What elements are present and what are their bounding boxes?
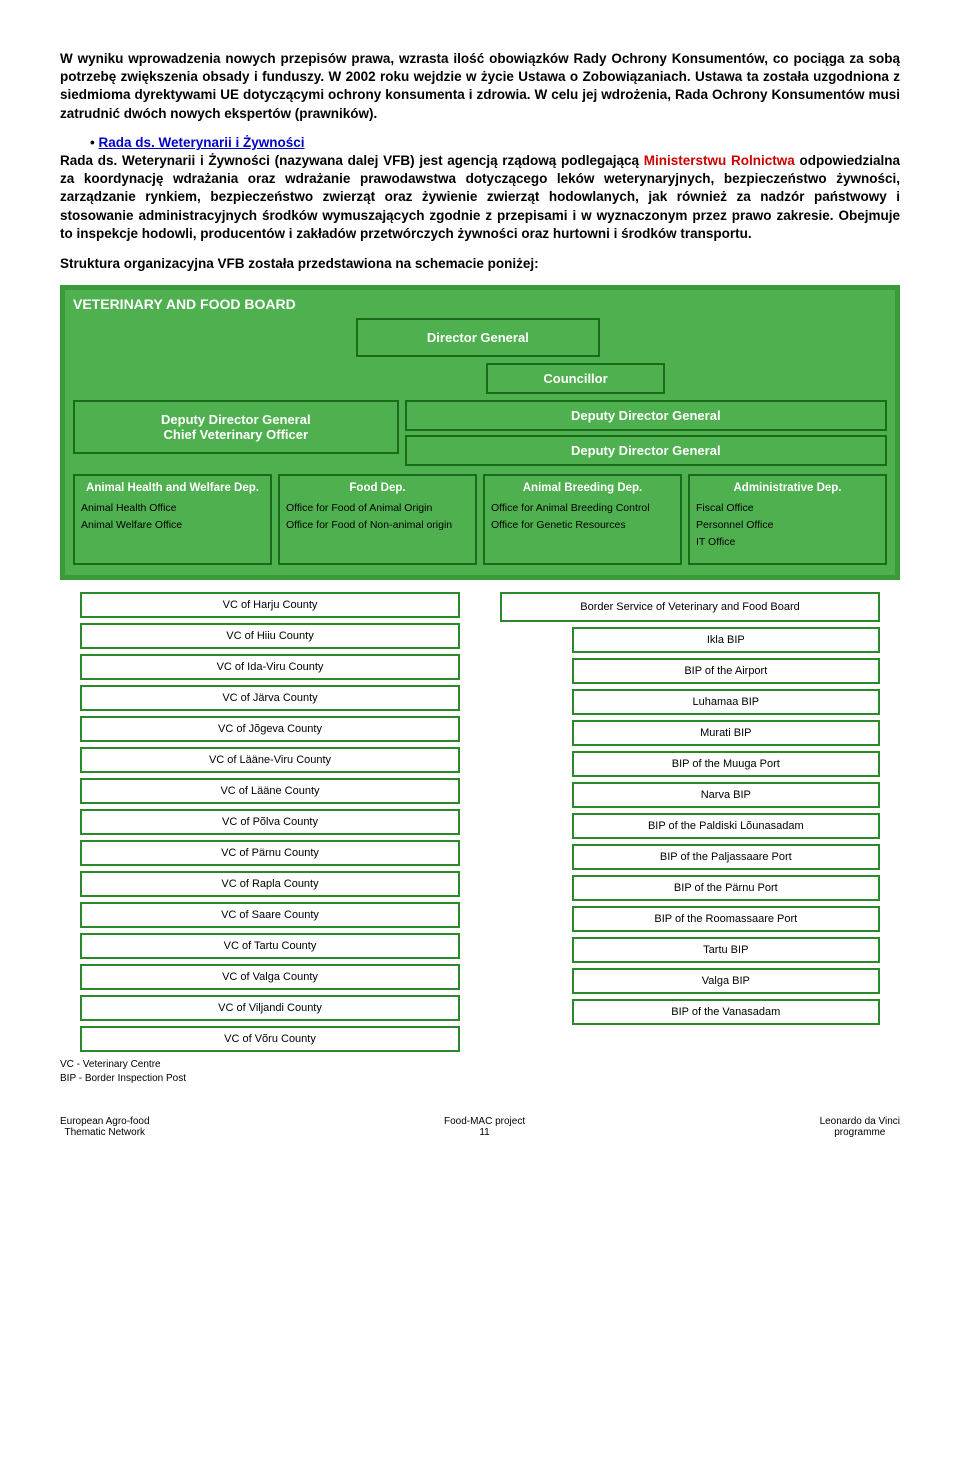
chart-title: VETERINARY AND FOOD BOARD [73, 296, 887, 312]
bip-box: BIP of the Roomassaare Port [572, 906, 880, 932]
bip-box: BIP of the Paljassaare Port [572, 844, 880, 870]
dept-title: Administrative Dep. [696, 482, 879, 494]
bullet-link[interactable]: Rada ds. Weterynarii i Żywności [98, 135, 304, 150]
paragraph-1: W wyniku wprowadzenia nowych przepisów p… [60, 50, 900, 123]
bip-box: Ikla BIP [572, 627, 880, 653]
bip-box: Murati BIP [572, 720, 880, 746]
dept-item: Fiscal Office [696, 502, 879, 514]
org-chart: VETERINARY AND FOOD BOARD Director Gener… [60, 285, 900, 580]
vc-box: VC of Lääne County [80, 778, 460, 804]
footer-left2: Thematic Network [60, 1127, 150, 1138]
vc-box: VC of Põlva County [80, 809, 460, 835]
vc-box: VC of Lääne-Viru County [80, 747, 460, 773]
bip-box: Valga BIP [572, 968, 880, 994]
footer-center1: Food-MAC project [444, 1116, 525, 1127]
border-head: Border Service of Veterinary and Food Bo… [500, 592, 880, 622]
bip-box: Tartu BIP [572, 937, 880, 963]
dept-item: IT Office [696, 536, 879, 548]
page-footer: European Agro-food Thematic Network Food… [60, 1116, 900, 1138]
vc-column: VC of Harju County VC of Hiiu County VC of… [80, 592, 460, 1052]
dept-box: Animal Breeding Dep. Office for Animal Br… [483, 474, 682, 565]
legend-vc: VC - Veterinary Centre [60, 1058, 900, 1072]
dept-item: Office for Genetic Resources [491, 519, 674, 531]
vc-box: VC of Ida-Viru County [80, 654, 460, 680]
vc-box: VC of Tartu County [80, 933, 460, 959]
legend: VC - Veterinary Centre BIP - Border Insp… [60, 1058, 900, 1086]
footer-center2: 11 [444, 1127, 525, 1138]
vc-box: VC of Valga County [80, 964, 460, 990]
vc-box: VC of Rapla County [80, 871, 460, 897]
dept-title: Food Dep. [286, 482, 469, 494]
dept-box: Food Dep. Office for Food of Animal Origi… [278, 474, 477, 565]
deputy-r1: Deputy Director General [405, 400, 887, 431]
vc-box: VC of Hiiu County [80, 623, 460, 649]
dept-item: Office for Animal Breeding Control [491, 502, 674, 514]
bullet-item: Rada ds. Weterynarii i Żywności [90, 135, 900, 150]
bip-box: BIP of the Paldiski Lõunasadam [572, 813, 880, 839]
footer-right1: Leonardo da Vinci [820, 1116, 900, 1127]
bip-box: BIP of the Pärnu Port [572, 875, 880, 901]
legend-bip: BIP - Border Inspection Post [60, 1072, 900, 1086]
director-box: Director General [356, 318, 600, 357]
vc-box: VC of Harju County [80, 592, 460, 618]
bip-box: BIP of the Airport [572, 658, 880, 684]
dept-item: Office for Food of Animal Origin [286, 502, 469, 514]
dept-title: Animal Breeding Dep. [491, 482, 674, 494]
dept-box: Animal Health and Welfare Dep. Animal Hea… [73, 474, 272, 565]
dept-title: Animal Health and Welfare Dep. [81, 482, 264, 494]
vc-box: VC of Jõgeva County [80, 716, 460, 742]
footer-left1: European Agro-food [60, 1116, 150, 1127]
bip-box: BIP of the Vanasadam [572, 999, 880, 1025]
bip-box: Luhamaa BIP [572, 689, 880, 715]
vc-box: VC of Võru County [80, 1026, 460, 1052]
dept-item: Personnel Office [696, 519, 879, 531]
p2-red: Ministerstwu Rolnictwa [644, 153, 795, 168]
dept-item: Office for Food of Non-animal origin [286, 519, 469, 531]
footer-right2: programme [820, 1127, 900, 1138]
bip-box: BIP of the Muuga Port [572, 751, 880, 777]
councillor-box: Councillor [486, 363, 665, 394]
dept-item: Animal Welfare Office [81, 519, 264, 531]
dept-item: Animal Health Office [81, 502, 264, 514]
paragraph-3: Struktura organizacyjna VFB została prze… [60, 255, 900, 273]
paragraph-2: Rada ds. Weterynarii i Żywności (nazywan… [60, 152, 900, 243]
p2a: Rada ds. Weterynarii i Żywności (nazywan… [60, 153, 644, 168]
bip-column: Border Service of Veterinary and Food Bo… [500, 592, 880, 1052]
dept-box: Administrative Dep. Fiscal Office Personne… [688, 474, 887, 565]
bip-box: Narva BIP [572, 782, 880, 808]
vc-box: VC of Viljandi County [80, 995, 460, 1021]
deputy-left: Deputy Director General Chief Veterinary… [73, 400, 399, 454]
vc-box: VC of Pärnu County [80, 840, 460, 866]
deputy-r2: Deputy Director General [405, 435, 887, 466]
vc-box: VC of Saare County [80, 902, 460, 928]
vc-box: VC of Järva County [80, 685, 460, 711]
